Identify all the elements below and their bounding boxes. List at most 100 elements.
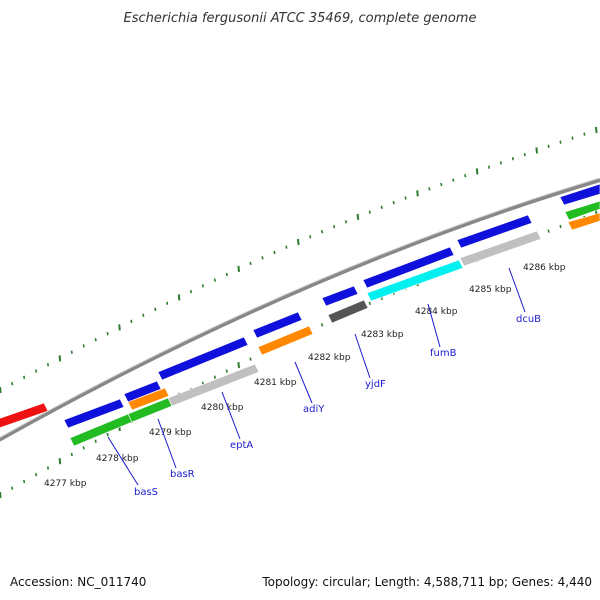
kbp-label: 4279 kbp [149,428,192,438]
minor-tick [189,289,193,294]
gene-feature[interactable] [456,214,533,249]
minor-tick [94,338,97,342]
minor-tick [344,220,348,224]
minor-tick [321,323,324,327]
kbp-label: 4283 kbp [361,330,404,340]
accession-text: Accession: NC_011740 [10,575,146,589]
major-tick [58,355,62,362]
gene-feature[interactable] [362,246,455,289]
minor-tick [523,152,526,157]
minor-tick [583,132,586,136]
minor-tick [106,331,109,336]
minor-tick [130,319,133,323]
minor-tick [559,140,562,144]
gene-label-adiY[interactable]: adiY [303,404,325,415]
outer-tick-ring [0,126,598,394]
minor-tick [380,205,383,209]
major-tick [595,126,598,134]
minor-tick [142,313,145,317]
minor-tick [285,245,288,249]
minor-tick [368,210,371,214]
kbp-label: 4282 kbp [308,353,351,363]
genome-summary-text: Topology: circular; Length: 4,588,711 bp… [261,575,592,589]
minor-tick [499,161,502,165]
minor-tick [213,278,216,282]
gene-feature[interactable] [459,230,542,267]
gene-feature[interactable] [0,402,49,428]
genome-backbone-highlight [0,177,600,438]
gene-feature[interactable] [63,398,125,429]
minor-tick [70,452,73,457]
genome-title: Escherichia fergusonii ATCC 35469, compl… [124,11,477,26]
major-tick [177,294,181,301]
gene-label-fumB[interactable]: fumB [430,348,457,359]
minor-tick [106,432,109,437]
major-tick [0,491,2,499]
gene-label-basS[interactable]: basS [134,487,158,498]
minor-tick [46,363,50,367]
minor-tick [35,369,38,373]
minor-tick [571,136,574,140]
gene-label-connectors [107,267,526,486]
minor-tick [23,479,26,484]
genome-backbone [0,178,600,442]
minor-tick [166,301,169,305]
kbp-label: 4280 kbp [201,403,244,413]
kbp-label: 4286 kbp [523,263,566,273]
minor-tick [559,224,562,229]
minor-tick [82,344,85,348]
kbp-label: 4284 kbp [415,307,458,317]
major-tick [475,168,479,175]
gene-feature[interactable] [167,363,260,407]
gene-labels: basS basR eptA adiY yjdF fumB dcuB [134,314,541,498]
gene-feature[interactable] [564,200,600,221]
minor-tick [35,473,38,477]
minor-tick [487,165,491,169]
gene-label-eptA[interactable]: eptA [230,440,253,451]
major-tick [535,147,538,154]
minor-tick [201,284,204,288]
minor-tick [225,369,228,373]
minor-tick [225,272,228,277]
minor-tick [464,174,467,178]
minor-tick [249,357,252,361]
major-tick [356,213,360,220]
minor-tick [154,307,157,311]
gene-feature[interactable] [252,311,303,339]
minor-tick [404,196,407,200]
minor-tick [23,375,26,379]
minor-tick [11,382,14,386]
minor-tick [333,225,336,229]
minor-tick [511,157,514,161]
minor-tick [452,178,455,182]
minor-tick [440,182,443,187]
inner-tick-ring [0,209,598,499]
minor-tick [82,446,85,450]
gene-feature[interactable] [127,387,170,411]
minor-tick [547,144,550,148]
gene-feature[interactable] [157,336,249,381]
gene-feature[interactable] [366,259,464,302]
minor-tick [249,261,252,266]
gene-feature[interactable] [567,212,600,231]
gene-label-dcuB[interactable]: dcuB [516,314,541,325]
minor-tick [309,235,312,239]
major-tick [237,362,240,369]
gene-label-yjdF[interactable]: yjdF [365,379,386,390]
feature-track [0,183,600,447]
major-tick [416,190,419,197]
minor-tick [547,229,550,233]
kbp-labels: 4277 kbp 4278 kbp 4279 kbp 4280 kbp 4281… [44,263,566,489]
minor-tick [368,301,371,306]
minor-tick [273,250,276,255]
gene-feature[interactable] [257,325,314,356]
major-tick [237,265,240,272]
gene-label-basR[interactable]: basR [170,469,195,480]
gene-feature[interactable] [327,299,369,324]
minor-tick [261,256,264,260]
gene-feature[interactable] [321,285,359,307]
minor-tick [321,230,324,234]
gene-feature[interactable] [559,183,600,206]
gene-feature[interactable] [123,380,162,403]
